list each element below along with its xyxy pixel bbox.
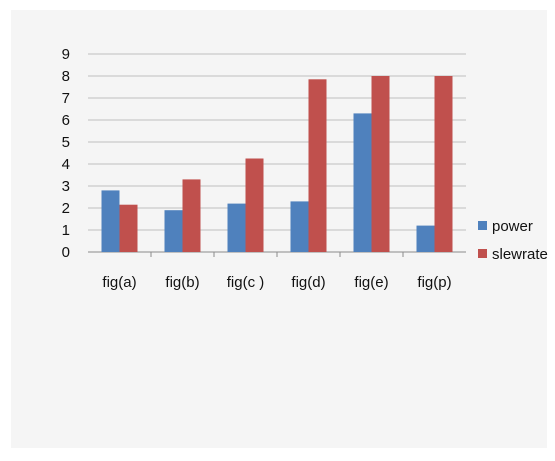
x-category-label: fig(e) bbox=[354, 274, 388, 291]
bar-power-2 bbox=[227, 203, 246, 252]
bar-power-3 bbox=[290, 201, 309, 252]
legend-swatch-power bbox=[478, 221, 487, 230]
y-tick-label: 0 bbox=[62, 244, 70, 261]
bar-power-1 bbox=[164, 210, 183, 252]
axes bbox=[88, 251, 466, 257]
legend-label-power: power bbox=[492, 218, 533, 235]
chart-background bbox=[11, 10, 547, 448]
bar-power-0 bbox=[101, 190, 120, 252]
y-tick-label: 3 bbox=[62, 178, 70, 195]
legend: power slewrate bbox=[478, 218, 548, 263]
y-tick-label: 4 bbox=[62, 156, 70, 173]
bar-slewrate-0 bbox=[119, 204, 138, 252]
bar-slewrate-4 bbox=[371, 76, 390, 252]
gridlines bbox=[88, 53, 466, 231]
y-tick-label: 5 bbox=[62, 134, 70, 151]
bar-slewrate-1 bbox=[182, 179, 201, 252]
bar-slewrate-3 bbox=[308, 79, 327, 252]
labels: 0 1 2 3 4 5 6 7 8 9 fig(a) fig(b) fig(c ) fig(d) fig(e… bbox=[62, 46, 452, 291]
bar-slewrate-2 bbox=[245, 158, 264, 252]
x-category-label: fig(p) bbox=[417, 274, 451, 291]
y-tick-label: 8 bbox=[62, 68, 70, 85]
bars bbox=[101, 76, 453, 253]
legend-label-slewrate: slewrate bbox=[492, 246, 548, 263]
y-tick-label: 7 bbox=[62, 90, 70, 107]
x-category-label: fig(b) bbox=[165, 274, 199, 291]
y-tick-label: 9 bbox=[62, 46, 70, 63]
x-category-label: fig(c ) bbox=[227, 274, 265, 291]
y-tick-label: 6 bbox=[62, 112, 70, 129]
legend-swatch-slewrate bbox=[478, 249, 487, 258]
x-category-label: fig(d) bbox=[291, 274, 325, 291]
bar-power-5 bbox=[416, 225, 435, 252]
y-tick-label: 2 bbox=[62, 200, 70, 217]
x-category-label: fig(a) bbox=[102, 274, 136, 291]
bar-power-4 bbox=[353, 113, 372, 253]
bar-slewrate-5 bbox=[434, 76, 453, 252]
y-tick-label: 1 bbox=[62, 222, 70, 239]
